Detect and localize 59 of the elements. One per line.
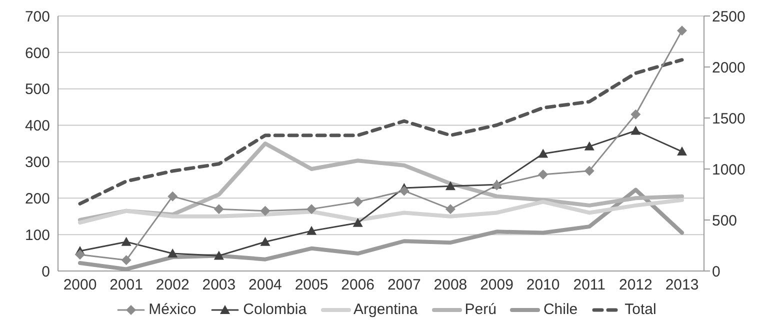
point bbox=[630, 109, 641, 120]
x-tick-label: 2011 bbox=[573, 276, 606, 294]
x-tick-label: 2000 bbox=[63, 276, 97, 294]
legend-label: México bbox=[148, 301, 196, 318]
y-tick-label: 600 bbox=[24, 44, 50, 62]
y-tick-label: 100 bbox=[24, 226, 50, 244]
x-tick-label: 2013 bbox=[665, 276, 699, 294]
y2-tick-label: 1000 bbox=[712, 161, 746, 178]
point bbox=[260, 206, 270, 216]
point bbox=[538, 148, 548, 158]
point bbox=[168, 191, 178, 202]
x-tick-label: 2005 bbox=[294, 276, 328, 294]
y2-tick-label: 0 bbox=[712, 263, 720, 280]
y2-tick-label: 1500 bbox=[712, 110, 746, 128]
y2-tick-label: 2000 bbox=[712, 59, 746, 76]
x-tick-label: 2008 bbox=[434, 276, 468, 294]
legend-label: Total bbox=[624, 301, 656, 318]
y-tick-label: 0 bbox=[42, 263, 50, 280]
x-tick-label: 2001 bbox=[110, 276, 143, 294]
point bbox=[306, 204, 317, 214]
point bbox=[260, 236, 270, 246]
x-tick-label: 2006 bbox=[341, 276, 375, 294]
point bbox=[214, 250, 224, 260]
point bbox=[121, 255, 132, 266]
y-tick-label: 200 bbox=[24, 190, 50, 208]
y2-tick-label: 500 bbox=[712, 212, 738, 230]
point bbox=[538, 169, 548, 180]
point bbox=[75, 250, 85, 260]
point bbox=[677, 26, 687, 36]
point bbox=[352, 218, 363, 227]
point bbox=[584, 166, 594, 176]
x-tick-label: 2010 bbox=[526, 276, 560, 294]
point bbox=[445, 204, 456, 214]
point bbox=[677, 146, 687, 156]
x-tick-label: 2009 bbox=[480, 276, 514, 294]
point bbox=[630, 126, 641, 135]
x-tick-label: 2003 bbox=[202, 276, 236, 294]
point bbox=[214, 204, 224, 214]
y-tick-label: 500 bbox=[24, 81, 50, 98]
point bbox=[306, 226, 317, 235]
point bbox=[352, 196, 363, 207]
x-tick-label: 2012 bbox=[619, 276, 652, 294]
x-tick-label: 2002 bbox=[156, 276, 190, 294]
legend-label: Colombia bbox=[243, 301, 307, 318]
legend-label: Perú bbox=[464, 301, 496, 318]
x-tick-label: 2007 bbox=[387, 276, 421, 294]
point bbox=[584, 141, 594, 150]
x-tick-label: 2004 bbox=[248, 276, 282, 294]
point bbox=[168, 248, 178, 258]
legend-label: Argentina bbox=[354, 301, 418, 318]
point bbox=[121, 236, 132, 246]
y-tick-label: 300 bbox=[24, 154, 50, 172]
point bbox=[445, 181, 456, 190]
y-tick-label: 400 bbox=[24, 118, 50, 135]
y-tick-label: 700 bbox=[24, 8, 50, 26]
y2-tick-label: 2500 bbox=[712, 8, 746, 26]
line-series bbox=[78, 58, 684, 206]
legend-label: Chile bbox=[543, 301, 578, 318]
point bbox=[399, 186, 410, 196]
